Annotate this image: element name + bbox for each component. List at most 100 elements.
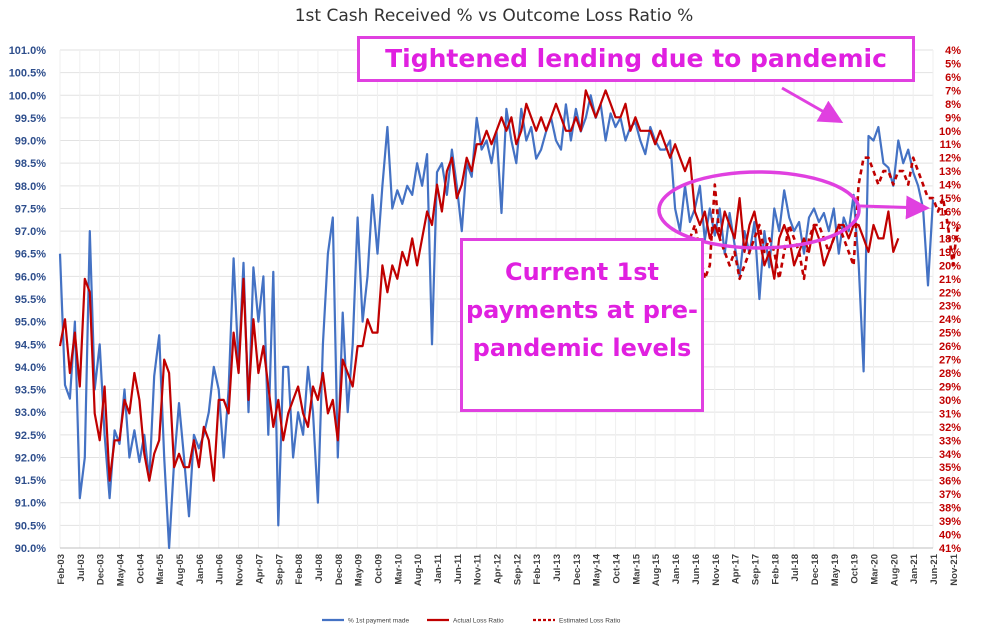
y-tick-right: 31% [939, 408, 961, 420]
x-tick-label: Feb-08 [294, 554, 305, 585]
x-tick-label: Sep-12 [512, 554, 523, 585]
x-tick-label: Oct-09 [373, 554, 384, 584]
y-tick-right: 11% [940, 139, 962, 151]
y-tick-left: 97.5% [15, 203, 46, 215]
x-tick-label: Dec-03 [96, 554, 107, 585]
y-tick-right: 5% [945, 58, 961, 70]
y-tick-left: 98.0% [15, 181, 46, 193]
x-tick-label: May-04 [116, 553, 127, 586]
x-tick-label: Mar-05 [155, 553, 166, 584]
x-axis: Feb-03 Jul-03 Dec-03 May-04 Oct-04 Mar-05 Aug-… [56, 553, 960, 586]
y-tick-left: 94.5% [15, 339, 46, 351]
y-tick-right: 7% [945, 85, 961, 97]
y-tick-right: 8% [945, 99, 961, 111]
x-tick-label: Nov-11 [473, 553, 484, 585]
x-tick-label: Mar-10 [393, 554, 404, 585]
x-tick-label: Aug-20 [889, 554, 900, 586]
x-tick-label: Jul-18 [790, 554, 801, 581]
x-tick-label: Jun-16 [691, 554, 702, 585]
series-line [58, 89, 900, 482]
y-tick-right: 36% [939, 476, 961, 488]
y-tick-right: 35% [939, 462, 961, 474]
legend: % 1st payment made Actual Loss Ratio Estim… [322, 618, 621, 625]
y-tick-right: 10% [939, 126, 961, 138]
arrow-to-current [859, 195, 930, 220]
x-tick-label: Apr-07 [254, 554, 265, 584]
y-tick-right: 13% [939, 166, 961, 178]
x-tick-label: Jan-16 [671, 554, 682, 584]
y-axis-left: 101.0% 100.5% 100.0% 99.5% 99.0% 98.5% 98.0% 97… [9, 45, 47, 555]
y-tick-left: 100.5% [9, 68, 47, 80]
x-tick-label: Nov-06 [235, 554, 246, 586]
annotation-tightened-lending: Tightened lending due to pandemic [357, 36, 915, 82]
x-tick-label: Jun-21 [929, 553, 940, 584]
y-tick-right: 25% [939, 328, 961, 340]
x-tick-label: Aug-10 [413, 554, 424, 586]
x-tick-label: Jul-08 [314, 554, 325, 581]
legend-label: % 1st payment made [348, 618, 409, 625]
y-tick-left: 91.0% [15, 498, 46, 510]
y-tick-left: 99.5% [15, 113, 46, 125]
x-tick-label: Apr-12 [493, 554, 504, 584]
y-tick-right: 12% [939, 153, 961, 165]
x-tick-label: May-09 [354, 554, 365, 586]
y-tick-right: 27% [939, 355, 961, 367]
chart-title: 1st Cash Received % vs Outcome Loss Rati… [294, 6, 694, 26]
x-tick-label: Feb-03 [56, 554, 67, 585]
y-tick-right: 19% [939, 247, 961, 259]
x-tick-label: Jun-11 [453, 553, 464, 584]
y-tick-right: 21% [939, 274, 961, 286]
y-tick-right: 32% [939, 422, 961, 434]
x-tick-label: Oct-14 [612, 553, 623, 583]
y-tick-left: 96.0% [15, 271, 46, 283]
y-tick-left: 100.0% [9, 90, 47, 102]
y-tick-right: 28% [939, 368, 961, 380]
y-tick-left: 94.0% [15, 362, 46, 374]
x-tick-label: Jan-21 [909, 553, 920, 584]
y-tick-right: 41% [939, 543, 961, 555]
y-axis-right: 4%5%6%7%8%9%10%11%12%13%14%15%16%17%18%1… [939, 45, 961, 555]
x-tick-label: Mar-15 [631, 553, 642, 584]
y-tick-right: 26% [939, 341, 961, 353]
y-tick-right: 40% [939, 530, 961, 542]
y-tick-right: 4% [945, 45, 961, 57]
y-tick-right: 14% [939, 180, 961, 192]
y-tick-right: 22% [939, 287, 961, 299]
x-tick-label: Dec-13 [572, 554, 583, 585]
y-tick-right: 33% [939, 435, 961, 447]
annotation-current-payments: Current 1st payments at pre-pandemic lev… [460, 238, 704, 412]
y-tick-left: 90.5% [15, 520, 46, 532]
x-tick-label: Oct-19 [850, 554, 861, 584]
y-tick-left: 92.5% [15, 430, 46, 442]
y-tick-right: 39% [939, 516, 961, 528]
legend-label: Actual Loss Ratio [453, 618, 504, 625]
y-tick-left: 95.0% [15, 317, 46, 329]
x-tick-label: Feb-18 [770, 554, 781, 585]
y-tick-right: 20% [939, 260, 961, 272]
x-tick-label: Nov-16 [711, 554, 722, 586]
y-tick-left: 101.0% [9, 45, 47, 57]
y-tick-right: 9% [945, 112, 961, 124]
x-tick-label: Jul-03 [76, 554, 87, 581]
y-tick-left: 93.0% [15, 407, 46, 419]
highlight-ellipse [657, 170, 861, 250]
x-tick-label: Sep-17 [750, 554, 761, 585]
y-tick-right: 30% [939, 395, 961, 407]
y-tick-left: 97.0% [15, 226, 46, 238]
x-tick-label: Feb-13 [532, 554, 543, 585]
x-tick-label: May-14 [592, 553, 603, 586]
y-tick-right: 17% [939, 220, 961, 232]
y-tick-left: 90.0% [15, 543, 46, 555]
y-tick-left: 91.5% [15, 475, 46, 487]
x-tick-label: Dec-18 [810, 554, 821, 585]
y-tick-left: 96.5% [15, 249, 46, 261]
x-tick-label: Apr-17 [731, 554, 742, 584]
y-tick-right: 38% [939, 503, 961, 515]
x-tick-label: Mar-20 [869, 554, 880, 585]
x-tick-label: Jul-13 [552, 554, 563, 581]
arrow-to-pandemic [781, 86, 844, 123]
y-tick-left: 98.5% [15, 158, 46, 170]
x-tick-label: Nov-21 [949, 553, 960, 585]
y-tick-right: 23% [939, 301, 961, 313]
x-tick-label: Dec-08 [334, 554, 345, 585]
